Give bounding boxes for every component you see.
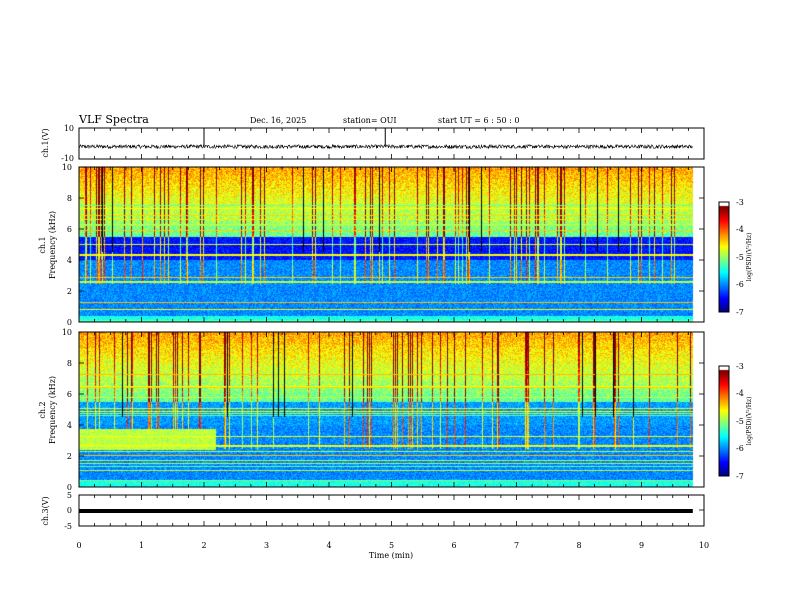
time-axis-tick-label: 1	[139, 541, 144, 550]
time-axis-tick-label: 5	[389, 541, 394, 550]
ch2-cbar-tick: -4	[736, 389, 744, 398]
time-axis-tick-label: 7	[514, 541, 519, 550]
time-axis-tick-labels: 0 1 2 3 4 5 6 7 8 9 10	[76, 541, 709, 550]
time-axis-tick-label: 4	[326, 541, 331, 550]
time-axis-tick-label: 3	[264, 541, 269, 550]
ch1-ytick-6: 6	[67, 225, 72, 234]
station-label: station= OUI	[343, 116, 397, 125]
ch1-ylabel: ch.1(V)	[41, 128, 50, 157]
ch1-cbar-tick: -6	[736, 280, 744, 289]
ch1-cbar-label: log(PSD)(V²/Hz)	[746, 233, 753, 282]
ch3-ytick-mid: 0	[67, 506, 72, 515]
ch2-cbar-tick: -5	[736, 417, 744, 426]
ch1-colorbar-gradient	[719, 202, 729, 312]
ch2-cbar-tick: -3	[736, 362, 744, 371]
start-time-label: start UT = 6 : 50 : 0	[438, 116, 519, 125]
ch2-ytick-2: 2	[67, 452, 72, 461]
ch1-waveform-panel: 10 -10 ch.1(V)	[41, 124, 705, 163]
ch1-ytick-0: 0	[67, 318, 72, 327]
ch3-ytick-top: 5	[67, 491, 72, 500]
ch1-spectrogram-image	[79, 167, 704, 322]
ch3-xticks	[78, 495, 705, 526]
ch2-colorbar: -3 -4 -5 -6 -7 log(PSD)(V²/Hz)	[718, 362, 753, 481]
ch1-ytick-10: 10	[62, 163, 72, 172]
ch2-cbar-label: log(PSD)(V²/Hz)	[746, 397, 753, 446]
ch3-ylabel: ch.3(V)	[41, 496, 50, 525]
time-axis-tick-label: 10	[699, 541, 709, 550]
time-axis-label: Time (min)	[369, 551, 413, 560]
time-axis-tick-label: 8	[576, 541, 581, 550]
ch3-waveform-trace	[79, 509, 693, 513]
ch1-xticks	[78, 128, 705, 159]
ch2-spectrogram-panel: 0 2 4 6 8 10 ch.2Frequency (kHz)	[38, 328, 705, 492]
ch2-ytick-8: 8	[67, 359, 72, 368]
ch1-colorbar: -3 -4 -5 -6 -7 log(PSD)(V²/Hz)	[718, 198, 753, 317]
ch3-waveform-panel: 5 0 -5 ch.3(V)	[41, 491, 705, 531]
ch2-ytick-6: 6	[67, 390, 72, 399]
ch1-ylabel-channel: ch.1Frequency (kHz)	[38, 211, 57, 279]
figure-title: VLF Spectra	[78, 113, 149, 126]
ch1-ytick-bottom: -10	[61, 154, 74, 163]
time-axis-tick-label: 0	[76, 541, 81, 550]
ch1-spectrogram-panel: 0 2 4 6 8 10 ch.1Frequency (kHz)	[38, 163, 705, 327]
ch1-spectrogram-ticks	[78, 166, 705, 323]
ch1-waveform-trace	[78, 143, 693, 150]
ch2-spectrogram-ticks	[78, 331, 705, 488]
time-axis-tick-label: 9	[639, 541, 644, 550]
ch2-ytick-10: 10	[62, 328, 72, 337]
ch1-cbar-tick: -7	[736, 308, 744, 317]
ch1-ytick-8: 8	[67, 194, 72, 203]
ch2-cbar-tick: -6	[736, 444, 744, 453]
ch2-cbar-tick: -7	[736, 472, 744, 481]
time-axis-tick-label: 6	[451, 541, 456, 550]
time-axis-tick-label: 2	[201, 541, 206, 550]
ch2-spectrogram-image	[79, 332, 704, 487]
date-label: Dec. 16, 2025	[250, 116, 306, 125]
ch3-ytick-bottom: -5	[64, 522, 72, 531]
ch1-cbar-tick: -4	[736, 225, 744, 234]
ch2-ytick-4: 4	[67, 421, 72, 430]
ch2-colorbar-gradient	[719, 366, 729, 476]
ch1-cbar-tick: -5	[736, 253, 744, 262]
ch1-ytick-top: 10	[64, 124, 74, 133]
ch1-ytick-4: 4	[67, 256, 72, 265]
ch2-ylabel-channel: ch.2Frequency (kHz)	[38, 376, 57, 444]
ch2-ytick-0: 0	[67, 483, 72, 492]
ch1-cbar-tick: -3	[736, 198, 744, 207]
ch1-ytick-2: 2	[67, 287, 72, 296]
